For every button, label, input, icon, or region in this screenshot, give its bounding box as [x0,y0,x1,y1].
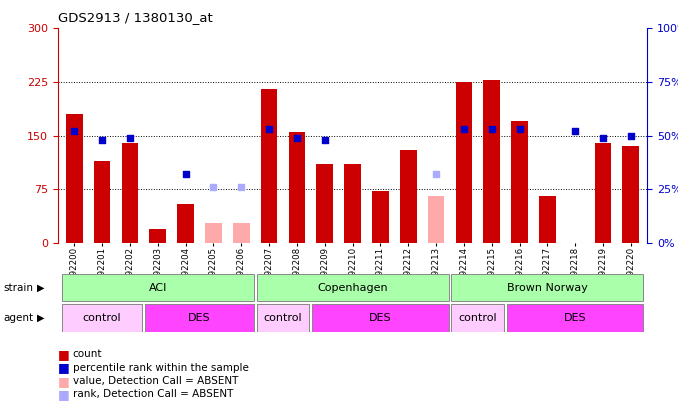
Bar [344,164,361,243]
Text: ■: ■ [58,361,69,374]
Bar [94,161,111,243]
Text: Copenhagen: Copenhagen [317,283,388,292]
Bar [205,223,222,243]
Point [236,184,247,190]
Point [208,184,219,190]
Point [625,132,636,139]
FancyBboxPatch shape [507,304,643,332]
FancyBboxPatch shape [452,304,504,332]
Text: ■: ■ [58,388,69,401]
Point [319,137,330,143]
Bar [261,89,277,243]
FancyBboxPatch shape [62,304,142,332]
Text: strain: strain [3,283,33,292]
Text: control: control [83,313,121,323]
Text: rank, Detection Call = ABSENT: rank, Detection Call = ABSENT [73,390,233,399]
Bar [289,132,305,243]
Point [180,171,191,177]
Point [97,137,108,143]
Text: ■: ■ [58,375,69,388]
Bar [177,204,194,243]
FancyBboxPatch shape [145,304,254,332]
Bar [483,80,500,243]
FancyBboxPatch shape [256,274,449,301]
Text: ■: ■ [58,348,69,361]
Text: ACI: ACI [148,283,167,292]
Bar [400,150,416,243]
Bar [595,143,612,243]
Bar [121,143,138,243]
Text: ▶: ▶ [37,313,45,323]
Point [69,128,80,134]
FancyBboxPatch shape [256,304,309,332]
Text: DES: DES [188,313,211,323]
Point [431,171,441,177]
Bar [66,114,83,243]
Point [597,134,608,141]
Bar [317,164,333,243]
Text: percentile rank within the sample: percentile rank within the sample [73,363,248,373]
Point [125,134,136,141]
Text: GDS2913 / 1380130_at: GDS2913 / 1380130_at [58,11,212,24]
Text: value, Detection Call = ABSENT: value, Detection Call = ABSENT [73,376,238,386]
Text: count: count [73,350,102,359]
Text: DES: DES [369,313,392,323]
Bar [456,82,472,243]
Bar [149,229,166,243]
Point [458,126,469,132]
Bar [233,223,250,243]
Text: DES: DES [564,313,586,323]
Text: agent: agent [3,313,33,323]
Text: control: control [264,313,302,323]
Text: Brown Norway: Brown Norway [507,283,588,292]
Point [292,134,302,141]
Text: control: control [458,313,497,323]
FancyBboxPatch shape [452,274,643,301]
Bar [539,196,556,243]
Bar [428,196,444,243]
Text: ▶: ▶ [37,283,45,292]
FancyBboxPatch shape [312,304,449,332]
FancyBboxPatch shape [62,274,254,301]
Bar [372,192,388,243]
Point [514,126,525,132]
Point [486,126,497,132]
Point [570,128,580,134]
Bar [622,147,639,243]
Bar [511,122,528,243]
Point [264,126,275,132]
